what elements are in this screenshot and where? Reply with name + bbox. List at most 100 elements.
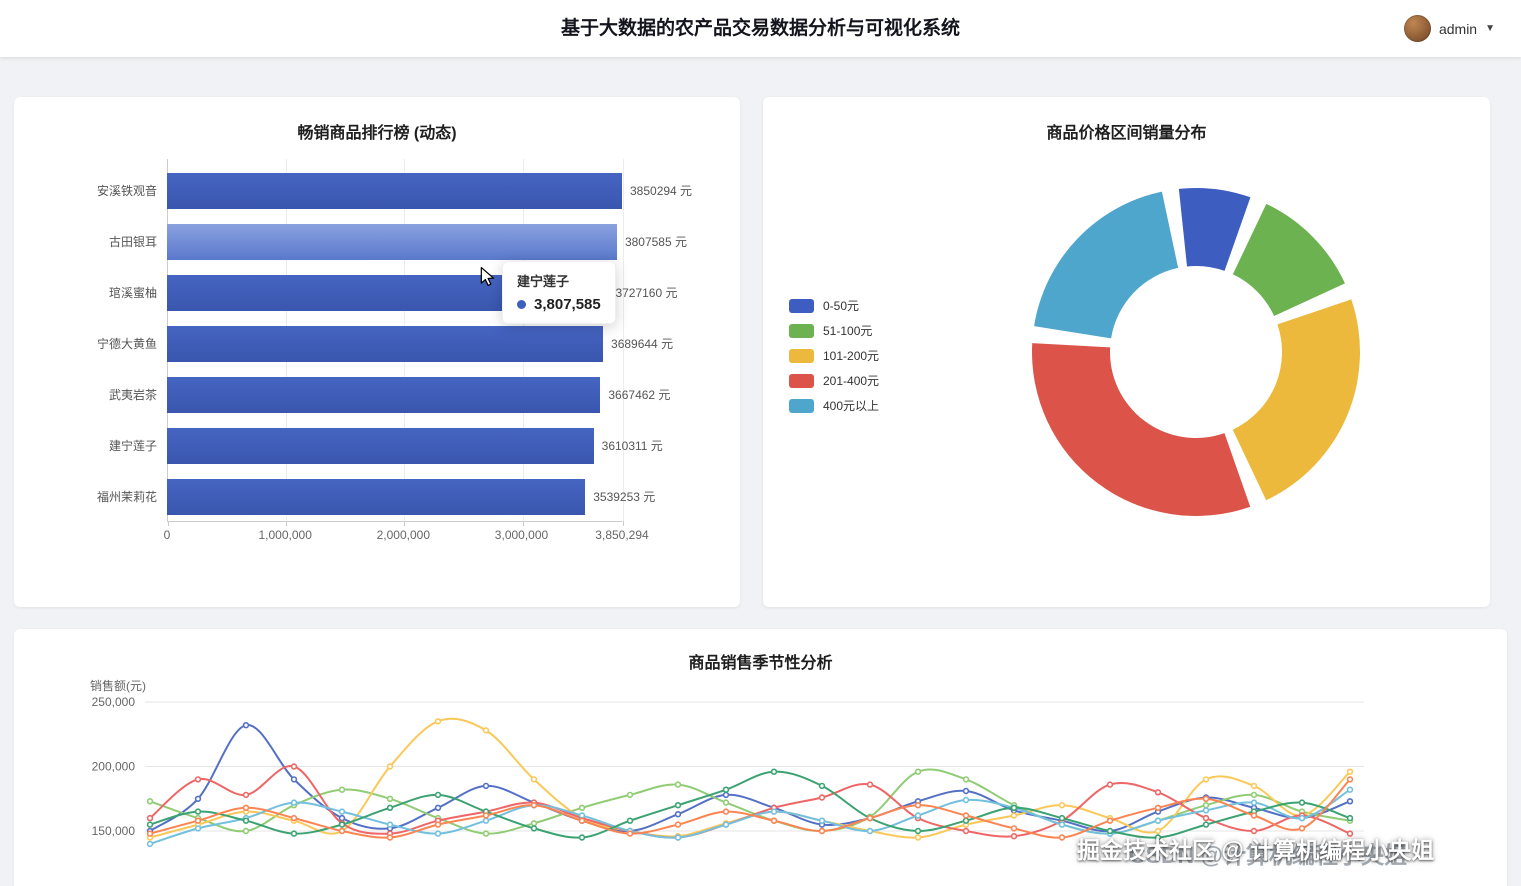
line-series-marker bbox=[722, 786, 730, 793]
line-series-marker bbox=[1058, 802, 1066, 809]
line-series-marker bbox=[674, 821, 682, 828]
legend-swatch bbox=[789, 323, 814, 338]
line-series-marker bbox=[866, 781, 874, 788]
bar-x-tick-label: 3,000,000 bbox=[494, 528, 549, 542]
line-series-marker bbox=[386, 804, 394, 812]
bar[interactable] bbox=[167, 478, 586, 515]
donut-slice[interactable] bbox=[1031, 343, 1251, 517]
line-series-marker bbox=[770, 808, 778, 815]
line-series-marker bbox=[626, 791, 634, 799]
line-series-marker bbox=[434, 830, 442, 837]
line-series-marker bbox=[530, 825, 538, 832]
line-series-marker bbox=[290, 776, 298, 783]
bar-value-label: 3727160 元 bbox=[615, 286, 678, 300]
bar-row: 武夷岩茶 3667462 元 bbox=[22, 369, 732, 420]
line-series-marker bbox=[962, 776, 970, 783]
line-series-marker bbox=[290, 799, 298, 806]
line-series-marker bbox=[722, 791, 730, 799]
line-series-marker bbox=[1154, 834, 1162, 841]
line-series-marker bbox=[866, 814, 874, 822]
line-series-marker bbox=[722, 821, 730, 828]
legend-item[interactable]: 0-50元 bbox=[789, 293, 879, 318]
line-series-marker bbox=[1250, 782, 1258, 790]
line-series-marker bbox=[578, 812, 586, 819]
bar-track: 3807585 元 bbox=[167, 223, 687, 260]
line-series-marker bbox=[530, 820, 538, 827]
line-series-marker bbox=[434, 821, 442, 828]
line-series-marker bbox=[194, 817, 202, 824]
line-series-marker bbox=[146, 798, 154, 805]
line-series-marker bbox=[962, 796, 970, 804]
user-avatar bbox=[1403, 15, 1431, 42]
legend-item[interactable]: 51-100元 bbox=[789, 318, 879, 343]
bar[interactable] bbox=[167, 223, 617, 260]
line-series-marker bbox=[1058, 821, 1066, 828]
line-series-marker bbox=[194, 776, 202, 783]
donut-slice[interactable] bbox=[1232, 203, 1345, 317]
line-series-marker bbox=[578, 804, 586, 812]
legend-item[interactable]: 400元以上 bbox=[789, 393, 879, 418]
line-chart[interactable]: 250,000 200,000 150,000 bbox=[14, 629, 1507, 886]
line-series-marker bbox=[1250, 827, 1258, 835]
donut-slice[interactable] bbox=[1232, 299, 1361, 501]
line-series-marker bbox=[386, 795, 394, 803]
line-series-marker bbox=[674, 802, 682, 809]
line-series-marker bbox=[434, 804, 442, 812]
line-series[interactable] bbox=[149, 770, 1351, 839]
bar[interactable] bbox=[167, 427, 594, 464]
line-series-marker bbox=[1058, 834, 1066, 841]
line-series-marker bbox=[482, 812, 490, 819]
line-series-marker bbox=[1202, 821, 1210, 828]
line-series-marker bbox=[1202, 814, 1210, 822]
line-series-marker bbox=[242, 827, 250, 835]
legend-swatch bbox=[789, 398, 814, 413]
legend-label: 101-200元 bbox=[823, 349, 880, 363]
legend-item[interactable]: 201-400元 bbox=[789, 368, 879, 393]
line-series-marker bbox=[1106, 817, 1114, 824]
line-series[interactable] bbox=[149, 724, 1351, 833]
bar-row: 宁德大黄鱼 3689644 元 bbox=[22, 318, 732, 369]
line-series-marker bbox=[1250, 812, 1258, 819]
chevron-down-icon: ▼ bbox=[1485, 23, 1495, 34]
bar-value-label: 3850294 元 bbox=[630, 184, 693, 198]
pie-chart-card: 商品价格区间销量分布 0-50元 51-100元 101-200元 201-400元 4… bbox=[763, 97, 1490, 607]
line-series-marker bbox=[722, 799, 730, 806]
legend-swatch bbox=[789, 348, 814, 363]
line-series-marker bbox=[1346, 768, 1354, 775]
donut-chart[interactable] bbox=[763, 97, 1490, 607]
bar-category-label: 宁德大黄鱼 bbox=[96, 337, 157, 351]
bar-chart-tick-mark bbox=[623, 521, 624, 526]
donut-slice[interactable] bbox=[1178, 188, 1251, 271]
line-chart-title: 商品销售季节性分析 bbox=[688, 655, 833, 672]
line-series-marker bbox=[434, 718, 442, 725]
bar[interactable] bbox=[167, 325, 604, 362]
line-series[interactable] bbox=[149, 788, 1351, 845]
line-chart-y-tick-label: 150,000 bbox=[92, 824, 136, 838]
bar-category-label: 武夷岩茶 bbox=[108, 388, 157, 402]
bar-chart-tick-mark bbox=[522, 521, 524, 526]
line-series-marker bbox=[434, 791, 442, 799]
legend-label: 201-400元 bbox=[823, 374, 880, 388]
legend-swatch bbox=[789, 298, 814, 313]
pie-chart-title: 商品价格区间销量分布 bbox=[1046, 125, 1207, 142]
line-series-marker bbox=[386, 763, 394, 770]
bar-value-label: 3539253 元 bbox=[593, 490, 656, 504]
bar[interactable] bbox=[167, 172, 622, 209]
bar[interactable] bbox=[167, 376, 601, 413]
line-series-marker bbox=[194, 795, 202, 803]
donut-slice[interactable] bbox=[1034, 191, 1179, 339]
line-series-marker bbox=[818, 817, 826, 824]
line-series-marker bbox=[1298, 799, 1306, 806]
line-series-marker bbox=[1202, 802, 1210, 809]
user-menu[interactable]: admin ▼ bbox=[1403, 0, 1495, 57]
bar-category-label: 安溪铁观音 bbox=[96, 184, 157, 198]
line-series-marker bbox=[1346, 814, 1354, 822]
line-series-marker bbox=[1298, 814, 1306, 822]
line-series-marker bbox=[1346, 786, 1354, 793]
legend-item[interactable]: 101-200元 bbox=[789, 343, 879, 368]
app-header: 基于大数据的农产品交易数据分析与可视化系统 admin ▼ bbox=[0, 0, 1521, 57]
line-series-marker bbox=[146, 814, 154, 822]
line-series-marker bbox=[482, 817, 490, 824]
tooltip-value: 3,807,585 bbox=[534, 296, 601, 313]
line-series-marker bbox=[338, 821, 346, 828]
